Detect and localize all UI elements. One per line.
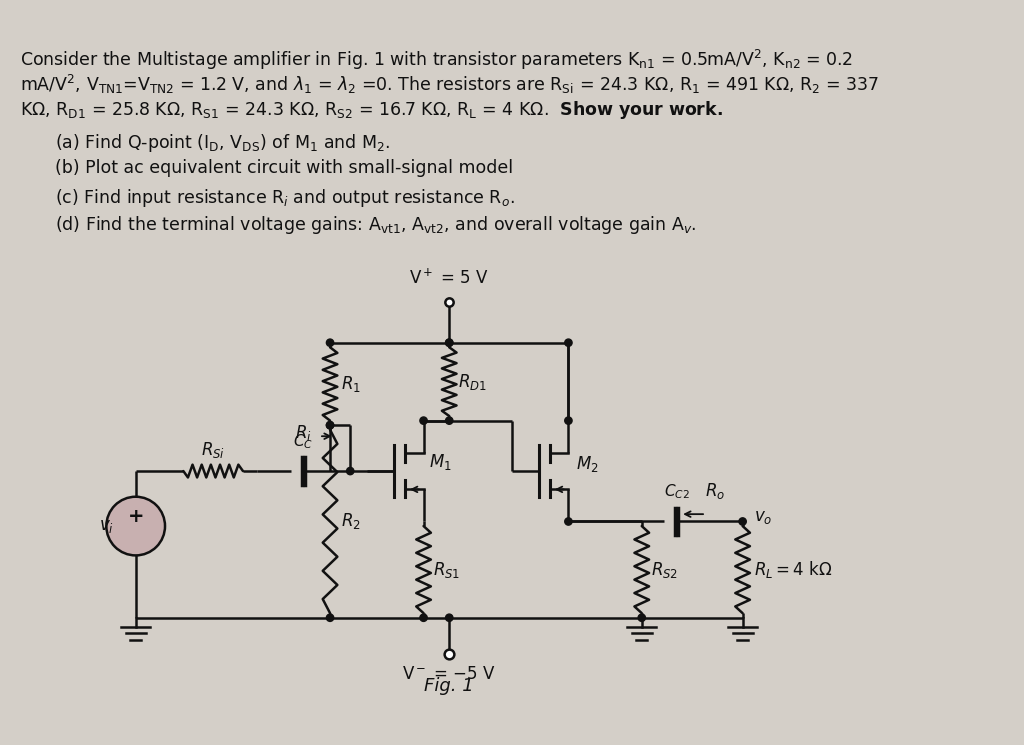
Text: Fig. 1: Fig. 1: [424, 677, 474, 695]
Circle shape: [327, 339, 334, 346]
Circle shape: [327, 614, 334, 621]
Circle shape: [106, 497, 165, 556]
Text: $v_i$: $v_i$: [99, 518, 114, 535]
Text: $R_i$: $R_i$: [295, 422, 311, 443]
Circle shape: [445, 339, 453, 346]
Text: V$^-$ = $-$5 V: V$^-$ = $-$5 V: [402, 665, 497, 683]
Text: $R_{Si}$: $R_{Si}$: [201, 440, 225, 460]
Text: $R_L = 4\ \mathrm{k}\Omega$: $R_L = 4\ \mathrm{k}\Omega$: [754, 559, 833, 580]
Circle shape: [420, 417, 427, 425]
Text: $R_{D1}$: $R_{D1}$: [459, 372, 487, 392]
Circle shape: [638, 614, 645, 621]
Text: $C_C$: $C_C$: [294, 432, 313, 451]
Text: $R_2$: $R_2$: [341, 512, 360, 531]
Text: $M_1$: $M_1$: [429, 452, 452, 472]
Text: $v_o$: $v_o$: [754, 510, 772, 526]
Text: (d) Find the terminal voltage gains: A$_\mathrm{vt1}$, A$_\mathrm{vt2}$, and ove: (d) Find the terminal voltage gains: A$_…: [55, 215, 696, 236]
Text: $R_1$: $R_1$: [341, 374, 361, 394]
Text: $R_{S2}$: $R_{S2}$: [651, 559, 678, 580]
Circle shape: [327, 422, 334, 429]
Circle shape: [420, 614, 427, 621]
Text: K$\Omega$, R$_\mathrm{D1}$ = 25.8 K$\Omega$, R$_\mathrm{S1}$ = 24.3 K$\Omega$, R: K$\Omega$, R$_\mathrm{D1}$ = 25.8 K$\Ome…: [20, 99, 723, 121]
Text: $R_o$: $R_o$: [706, 481, 725, 501]
Text: $C_{C2}$: $C_{C2}$: [664, 483, 689, 501]
Text: +: +: [127, 507, 144, 527]
Circle shape: [346, 467, 354, 475]
Circle shape: [739, 518, 746, 525]
Text: $R_{S1}$: $R_{S1}$: [433, 559, 460, 580]
Circle shape: [445, 339, 453, 346]
Circle shape: [327, 422, 334, 429]
Text: (c) Find input resistance R$_i$ and output resistance R$_o$.: (c) Find input resistance R$_i$ and outp…: [55, 187, 515, 209]
Text: Consider the Multistage amplifier in Fig. 1 with transistor parameters K$_\mathr: Consider the Multistage amplifier in Fig…: [20, 48, 853, 72]
Text: mA/V$^2$, V$_\mathrm{TN1}$=V$_\mathrm{TN2}$ = 1.2 V, and $\lambda_1$ = $\lambda_: mA/V$^2$, V$_\mathrm{TN1}$=V$_\mathrm{TN…: [20, 73, 880, 96]
Circle shape: [565, 339, 572, 346]
Circle shape: [565, 518, 572, 525]
Text: (b) Plot ac equivalent circuit with small-signal model: (b) Plot ac equivalent circuit with smal…: [55, 159, 513, 177]
Circle shape: [565, 417, 572, 425]
Text: V$^+$ = 5 V: V$^+$ = 5 V: [410, 268, 489, 288]
Text: $M_2$: $M_2$: [575, 454, 598, 474]
Circle shape: [445, 417, 453, 425]
Text: (a) Find Q-point (I$_\mathrm{D}$, V$_\mathrm{DS}$) of M$_1$ and M$_2$.: (a) Find Q-point (I$_\mathrm{D}$, V$_\ma…: [55, 132, 390, 153]
Circle shape: [445, 614, 453, 621]
